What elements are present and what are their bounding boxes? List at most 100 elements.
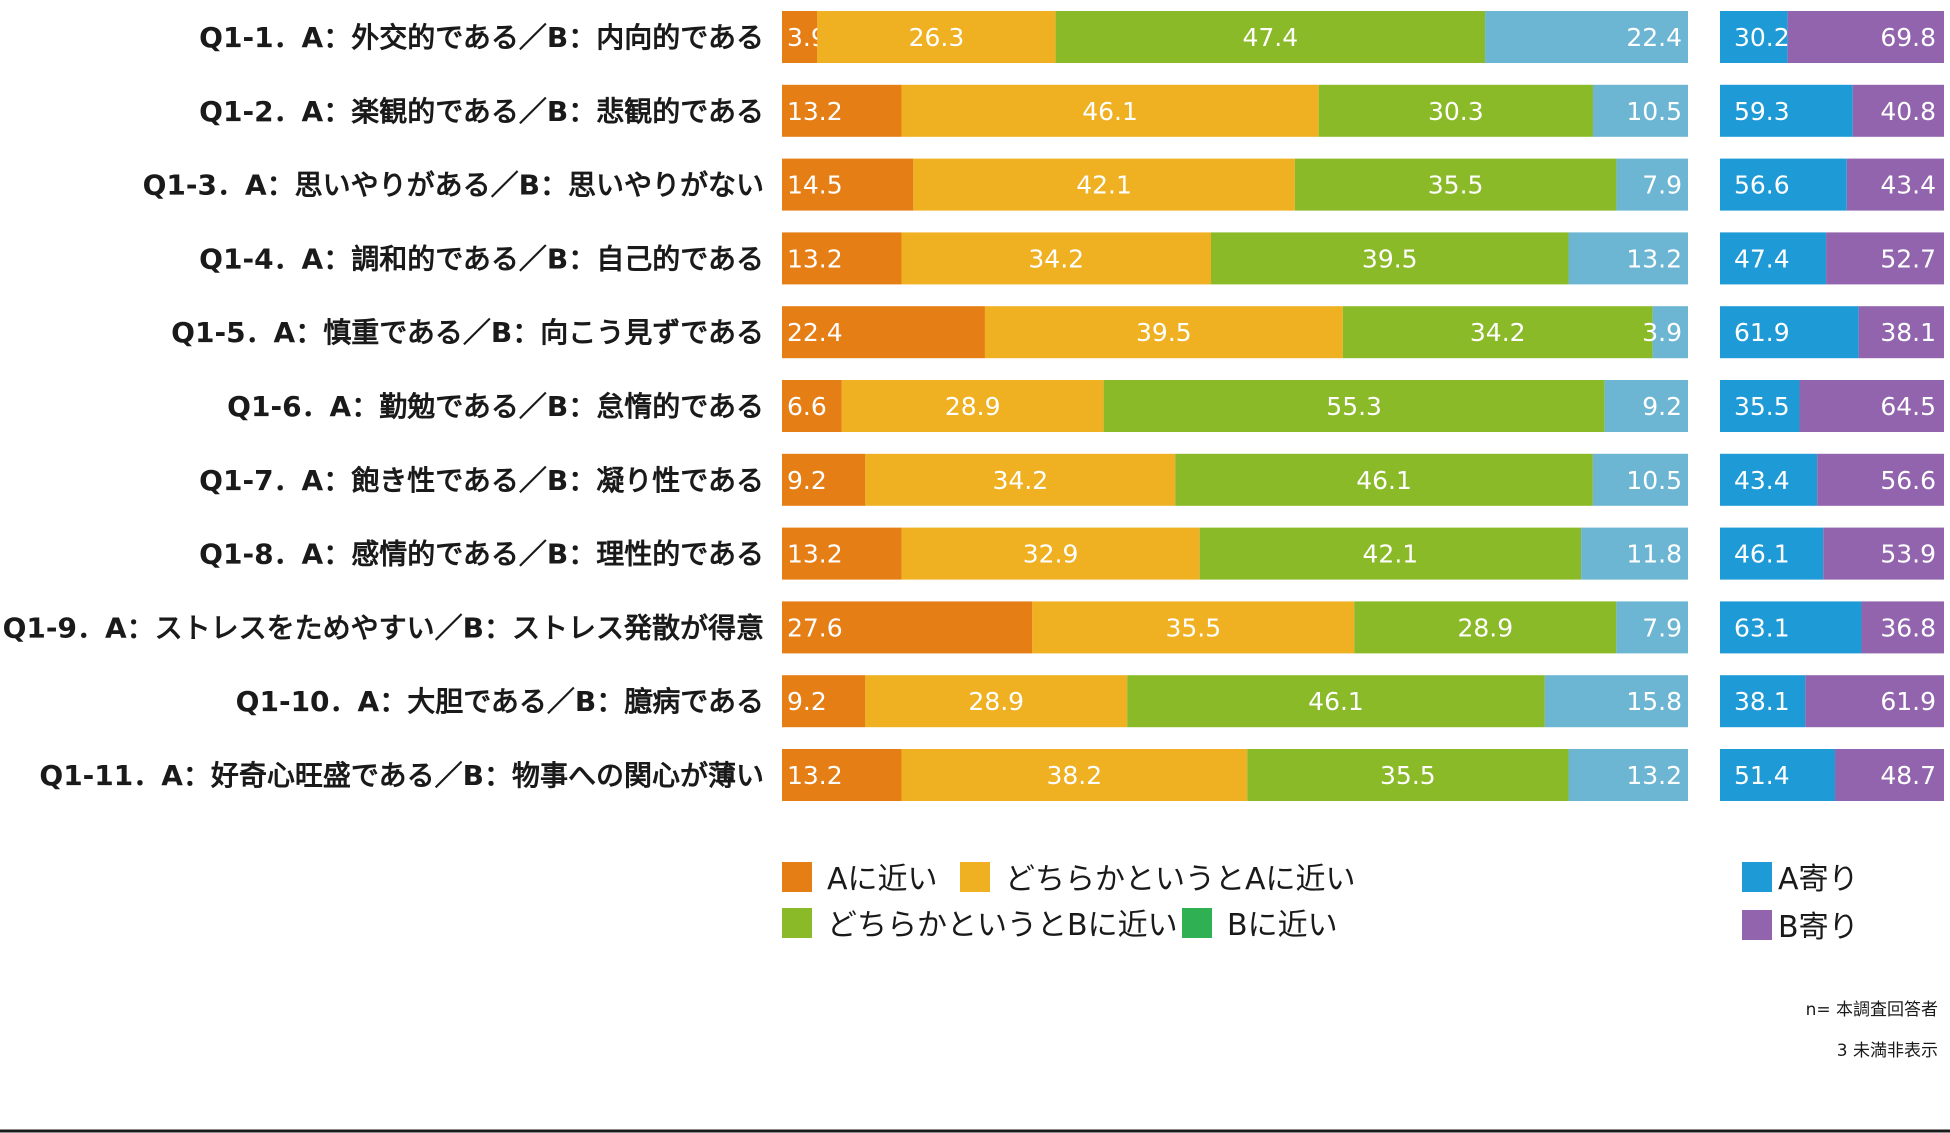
data-label: 6.6 <box>787 392 827 421</box>
bar-segment <box>1103 380 1605 432</box>
summary-segment <box>1720 306 1859 359</box>
summary-data-label: 61.9 <box>1734 318 1790 347</box>
legend-swatch <box>1742 862 1772 892</box>
data-label: 22.4 <box>787 318 843 347</box>
bar-segment <box>984 306 1343 359</box>
summary-segment <box>1858 306 1944 359</box>
row-label: Q1-3．A：思いやりがある／B：思いやりがない <box>143 169 764 202</box>
summary-data-label: 52.7 <box>1880 244 1936 273</box>
summary-data-label: 69.8 <box>1880 23 1936 52</box>
row-label: Q1-1．A：外交的である／B：内向的である <box>199 21 764 54</box>
bar-segment <box>782 601 1033 654</box>
data-label: 13.2 <box>787 97 843 126</box>
data-label: 13.2 <box>787 540 843 569</box>
summary-segment <box>1720 601 1862 654</box>
bar-segment <box>1055 11 1486 63</box>
legend-swatch <box>782 862 812 892</box>
data-label: 13.2 <box>787 244 843 273</box>
bar-segment <box>1175 453 1593 506</box>
bar-segment <box>782 84 902 137</box>
row-label: Q1-6．A：勤勉である／B：怠惰的である <box>227 390 764 423</box>
bar-segment <box>782 158 914 211</box>
summary-bars: 30.2 69.8 59.3 40.8 56.6 43.4 47.4 52.7 61.9 38.1… <box>1720 11 1944 801</box>
row-label: Q1-7．A：飽き性である／B：凝り性である <box>199 464 764 497</box>
data-label: 46.1 <box>1082 97 1138 126</box>
data-label: 15.8 <box>1626 687 1682 716</box>
bar-segment <box>1568 749 1688 801</box>
data-label: 46.1 <box>1308 687 1364 716</box>
distribution-bars: 3.9 26.3 47.4 22.4 13.2 46.1 30.3 10.5 14.5 42.1 3… <box>782 11 1688 801</box>
data-label: 34.2 <box>1028 244 1084 273</box>
bar-segment <box>1211 232 1569 285</box>
data-label: 9.2 <box>787 466 827 495</box>
summary-segment <box>1720 11 1788 63</box>
data-label: 9.2 <box>787 687 827 716</box>
bar-segment <box>1592 453 1688 506</box>
bar-segment <box>782 232 902 285</box>
legend-label: どちらかというとAに近い <box>1005 862 1356 897</box>
bar-segment <box>901 232 1212 285</box>
summary-segment <box>1720 527 1824 580</box>
bar-segment <box>1127 675 1545 728</box>
summary-data-label: 47.4 <box>1734 244 1790 273</box>
summary-data-label: 59.3 <box>1734 97 1790 126</box>
legend-label: Aに近い <box>827 862 938 897</box>
bar-segment <box>841 380 1104 432</box>
summary-data-label: 36.8 <box>1880 613 1936 642</box>
summary-data-label: 43.4 <box>1880 171 1936 200</box>
summary-data-label: 40.8 <box>1880 97 1936 126</box>
row-label: Q1-5．A：慎重である／B：向こう見ずである <box>171 316 764 349</box>
data-label: 13.2 <box>1626 244 1682 273</box>
row-label: Q1-10．A：大胆である／B：臆病である <box>236 685 764 718</box>
data-label: 11.8 <box>1626 540 1682 569</box>
data-label: 34.2 <box>992 466 1048 495</box>
summary-data-label: 63.1 <box>1734 613 1790 642</box>
summary-segment <box>1720 232 1827 285</box>
bar-segment <box>865 453 1176 506</box>
data-label: 32.9 <box>1023 540 1079 569</box>
data-label: 55.3 <box>1326 392 1382 421</box>
data-label: 35.5 <box>1165 613 1221 642</box>
legend-label: Bに近い <box>1227 908 1338 943</box>
bar-segment <box>782 749 902 801</box>
summary-segment <box>1852 84 1944 137</box>
data-label: 22.4 <box>1626 23 1682 52</box>
legend-swatch <box>782 908 812 938</box>
bar-segment <box>782 11 818 63</box>
bar-segment <box>865 675 1128 728</box>
summary-segment <box>1805 675 1944 728</box>
summary-segment <box>1787 11 1944 63</box>
bar-segment <box>1199 527 1582 580</box>
summary-data-label: 30.2 <box>1734 23 1790 52</box>
data-label: 10.5 <box>1626 466 1682 495</box>
summary-segment <box>1720 158 1847 211</box>
row-label: Q1-4．A：調和的である／B：自己的である <box>199 242 764 275</box>
legend-label: A寄り <box>1778 862 1859 897</box>
row-labels: Q1-1．A：外交的である／B：内向的である Q1-2．A：楽観的である／B：悲観… <box>3 21 764 792</box>
data-label: 30.3 <box>1428 97 1484 126</box>
bar-segment <box>1342 306 1653 359</box>
summary-segment <box>1720 749 1836 801</box>
bar-segment <box>782 380 842 432</box>
summary-segment <box>1720 84 1853 137</box>
data-label: 9.2 <box>1642 392 1682 421</box>
bar-segment <box>1616 158 1688 211</box>
data-label: 34.2 <box>1470 318 1526 347</box>
summary-data-label: 56.6 <box>1880 466 1936 495</box>
row-label: Q1-8．A：感情的である／B：理性的である <box>199 538 764 571</box>
legend-label: どちらかというとBに近い <box>827 908 1178 943</box>
bar-segment <box>901 749 1248 801</box>
summary-data-label: 35.5 <box>1734 392 1790 421</box>
legend-swatch <box>1182 908 1212 938</box>
data-label: 10.5 <box>1626 97 1682 126</box>
data-label: 14.5 <box>787 171 843 200</box>
data-label: 7.9 <box>1642 171 1682 200</box>
data-label: 27.6 <box>787 613 843 642</box>
data-label: 38.2 <box>1047 761 1103 790</box>
data-label: 26.3 <box>909 23 965 52</box>
summary-data-label: 53.9 <box>1880 540 1936 569</box>
bar-segment <box>782 453 866 506</box>
summary-segment <box>1861 601 1944 654</box>
bar-segment <box>913 158 1295 211</box>
